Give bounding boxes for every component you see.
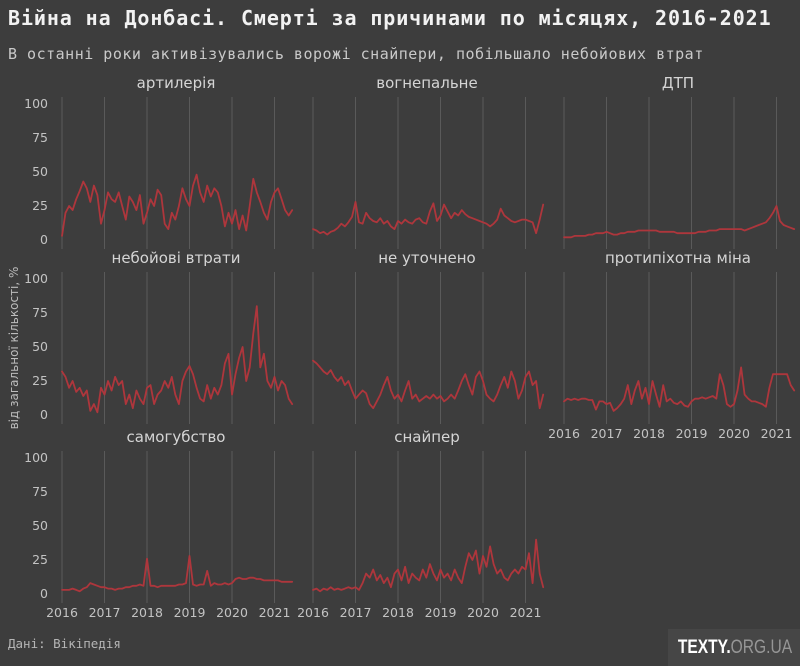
y-axis-ticks-row1: 100 75 50 25 0 <box>14 96 48 249</box>
x-tick-label: 2021 <box>760 426 793 441</box>
y-tick-label: 50 <box>32 518 48 533</box>
x-tick-label: 2017 <box>590 426 623 441</box>
logo-light: ORG.UA <box>730 636 793 658</box>
x-tick-label: 2016 <box>46 605 78 620</box>
line-plot-anti-personnel-mine <box>558 272 798 424</box>
x-tick-label: 2018 <box>131 605 163 620</box>
y-tick-label: 25 <box>32 373 48 388</box>
line-chart-svg <box>563 97 796 249</box>
logo-bold: TEXTY. <box>677 636 731 658</box>
y-axis-ticks-row3: 100 75 50 25 0 <box>14 450 48 603</box>
x-tick-label: 2018 <box>382 605 414 620</box>
x-tick-label: 2019 <box>173 605 206 620</box>
panel-title-anti-personnel-mine: протипіхотна міна <box>604 249 751 267</box>
y-tick-label: 100 <box>24 450 48 465</box>
texty-logo: TEXTY.ORG.UA <box>668 629 800 666</box>
panel-anti-personnel-mine: протипіхотна міна 2016 2017 2018 2019 2020 20… <box>548 249 798 441</box>
y-tick-label: 100 <box>24 96 48 111</box>
line-plot-artillery <box>56 97 296 249</box>
line-chart-svg <box>61 272 294 424</box>
x-tick-label: 2020 <box>718 426 750 441</box>
x-tick-label: 2019 <box>424 605 457 620</box>
panel-title-non-combat-losses: небойові втрати <box>111 249 241 267</box>
line-chart-svg <box>61 451 294 603</box>
panel-title-artillery: артилерія <box>136 74 216 92</box>
y-tick-label: 75 <box>32 484 48 499</box>
line-chart-svg <box>563 272 796 424</box>
data-source-note: Дані: Вікіпедія <box>8 636 121 651</box>
line-plot-unspecified <box>307 272 547 424</box>
x-tick-label: 2018 <box>633 426 665 441</box>
y-tick-label: 75 <box>32 305 48 320</box>
panel-title-suicide: самогубство <box>126 428 226 446</box>
y-tick-label: 50 <box>32 164 48 179</box>
y-tick-label: 25 <box>32 552 48 567</box>
x-tick-label: 2020 <box>216 605 248 620</box>
y-tick-label: 75 <box>32 130 48 145</box>
line-chart-svg <box>312 97 545 249</box>
x-tick-label: 2021 <box>258 605 291 620</box>
line-plot-sniper <box>307 451 547 603</box>
x-tick-label: 2017 <box>339 605 372 620</box>
y-tick-label: 50 <box>32 339 48 354</box>
x-axis-ticks: 2016 2017 2018 2019 2020 2021 <box>297 605 547 621</box>
x-tick-label: 2016 <box>548 426 580 441</box>
x-tick-label: 2016 <box>297 605 329 620</box>
panel-title-road-accidents: ДТП <box>661 74 695 92</box>
x-axis-ticks: 2016 2017 2018 2019 2020 2021 <box>548 426 798 442</box>
x-tick-label: 2020 <box>467 605 499 620</box>
panel-title-sniper: снайпер <box>394 428 460 446</box>
line-plot-road-accidents <box>558 97 798 249</box>
line-plot-non-combat-losses <box>56 272 296 424</box>
line-plot-firearms <box>307 97 547 249</box>
panel-firearms: вогнепальне <box>307 74 547 249</box>
y-tick-label: 0 <box>40 407 48 422</box>
panel-title-firearms: вогнепальне <box>376 74 478 92</box>
x-axis-ticks: 2016 2017 2018 2019 2020 2021 <box>46 605 296 621</box>
panel-artillery: артилерія <box>56 74 296 249</box>
panel-non-combat-losses: небойові втрати <box>56 249 296 424</box>
line-chart-svg <box>61 97 294 249</box>
panel-road-accidents: ДТП <box>558 74 798 249</box>
panel-suicide: самогубство 2016 2017 2018 2019 2020 2021 <box>46 428 296 620</box>
line-chart-svg <box>312 272 545 424</box>
y-tick-label: 25 <box>32 198 48 213</box>
page-subtitle: В останні роки активізувались ворожі сна… <box>8 45 704 63</box>
y-tick-label: 100 <box>24 271 48 286</box>
x-tick-label: 2019 <box>675 426 708 441</box>
line-plot-suicide <box>56 451 296 603</box>
panel-title-unspecified: не уточнено <box>378 249 476 267</box>
line-chart-svg <box>312 451 545 603</box>
page-title: Війна на Донбасі. Смерті за причинами по… <box>8 6 772 30</box>
x-tick-label: 2017 <box>88 605 121 620</box>
panel-sniper: снайпер 2016 2017 2018 2019 2020 2021 <box>297 428 547 620</box>
x-tick-label: 2021 <box>509 605 542 620</box>
panel-unspecified: не уточнено <box>307 249 547 424</box>
y-tick-label: 0 <box>40 232 48 247</box>
y-axis-ticks-row2: 100 75 50 25 0 <box>14 271 48 424</box>
y-tick-label: 0 <box>40 586 48 601</box>
